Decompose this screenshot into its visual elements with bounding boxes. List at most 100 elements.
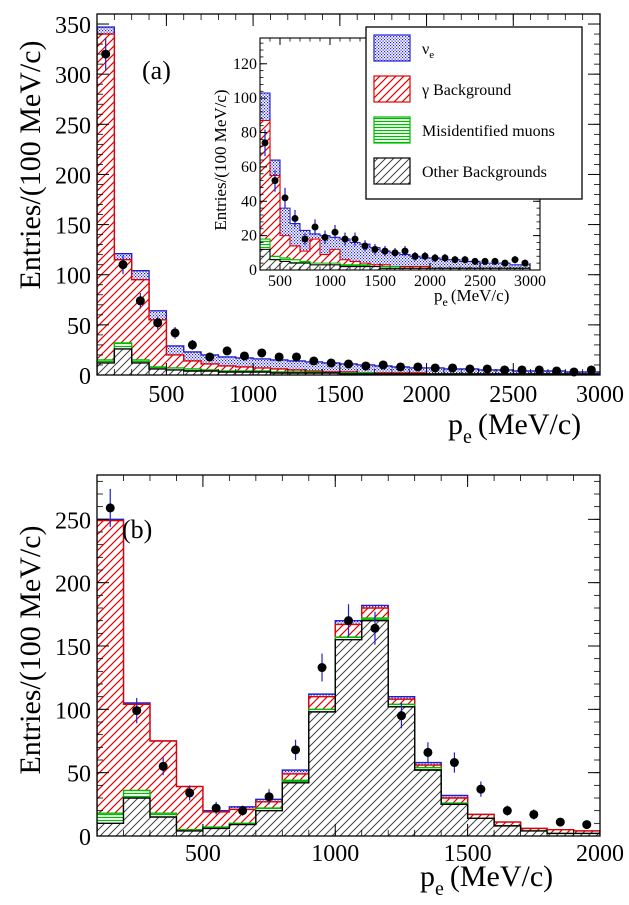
panel-b-data-point xyxy=(423,747,433,757)
inset-bar-nue xyxy=(440,259,450,270)
panel-b-bar-other xyxy=(573,833,600,836)
inset-bar-other xyxy=(260,249,270,270)
panel-b-outline-other xyxy=(97,619,600,836)
legend-swatch-gamma xyxy=(373,75,411,103)
panel-a-data-point xyxy=(500,365,510,375)
panel-b-ytick-label: 50 xyxy=(67,762,91,788)
panel-a-bar-other xyxy=(149,368,167,375)
inset-bar-nue xyxy=(490,263,500,270)
inset-data-point xyxy=(271,177,279,185)
inset-bar-gamma xyxy=(260,120,270,270)
inset-bar-other xyxy=(380,268,390,270)
panel-b-data-point xyxy=(529,809,539,819)
inset-bar-gamma xyxy=(290,245,300,270)
inset-bar-gamma xyxy=(300,251,310,270)
inset-bar-other xyxy=(430,268,440,270)
inset-bar-nue xyxy=(430,257,440,270)
inset-data-point xyxy=(521,259,529,267)
inset-data-point xyxy=(281,194,289,202)
inset-xlabel-unit: (MeV/c) xyxy=(451,286,510,305)
panel-a-ytick-label: 350 xyxy=(55,13,91,39)
panel-b: 500 1000 1500 2000 0 50 100 150 200 250 (b) Entri… xyxy=(14,474,624,900)
panel-a-ytick-label: 200 xyxy=(55,163,91,189)
panel-a-data-point xyxy=(430,363,440,373)
panel-a-bar-other xyxy=(114,348,132,375)
inset-bar-nue xyxy=(320,235,330,270)
inset-bar-nue xyxy=(360,244,370,270)
panel-b-data-point xyxy=(264,792,274,802)
inset-data-point xyxy=(341,235,349,243)
panel-a-data-point xyxy=(170,328,180,338)
panel-b-bar-gamma xyxy=(97,520,124,836)
panel-b-data-point xyxy=(317,663,327,673)
inset-data-point xyxy=(321,233,329,241)
panel-b-bar-other xyxy=(123,798,150,836)
inset-data-point xyxy=(311,223,319,231)
panel-b-data-point xyxy=(185,788,195,798)
panel-b-xlabel: pe (MeV/c) xyxy=(420,860,553,900)
inset-data-point xyxy=(331,228,339,236)
panel-b-xlabel-unit: (MeV/c) xyxy=(450,860,553,893)
inset-bar-gamma xyxy=(310,239,320,270)
inset-data-point xyxy=(441,254,449,262)
panel-b-bar-other xyxy=(520,830,548,836)
panel-a-data-point xyxy=(552,366,562,376)
inset-bar-other xyxy=(490,268,500,270)
panel-b-data-point xyxy=(370,623,380,633)
panel-b-data-point xyxy=(502,806,512,816)
panel-a-bar-other xyxy=(253,371,271,375)
inset-bar-other xyxy=(310,264,320,270)
panel-a-bar-other xyxy=(270,372,288,375)
inset-bar-nue xyxy=(400,254,410,270)
panel-a-data-point xyxy=(222,346,232,356)
inset-bar-other xyxy=(470,268,480,270)
inset-bar-nue xyxy=(300,230,310,270)
panel-a-xlabel-sub: e xyxy=(463,426,472,448)
inset-bar-other xyxy=(340,266,350,270)
inset-bar-other xyxy=(420,268,430,270)
inset-bar-nue xyxy=(380,251,390,270)
panel-b-label: (b) xyxy=(122,515,152,544)
inset-bar-nue xyxy=(460,261,470,270)
inset-xtick-label: 3000 xyxy=(514,273,546,290)
panel-b-data-point xyxy=(105,503,115,513)
panel-b-ylabel: Entries/(100 MeV/c) xyxy=(14,525,47,774)
inset-data-point xyxy=(461,256,469,264)
legend-label-nue: νe xyxy=(422,41,434,61)
panel-a-bar-other xyxy=(131,362,150,375)
panel-a-bar-other xyxy=(287,372,306,375)
inset-ytick-label: 0 xyxy=(249,262,257,279)
panel-b-xlabel-p: p xyxy=(420,860,435,893)
panel-a-bar-nue xyxy=(374,365,392,375)
panel-a-ytick-label: 100 xyxy=(55,264,91,290)
panel-a-data-point xyxy=(153,318,163,328)
panel-a-data-point xyxy=(135,296,145,306)
panel-a-bar-other xyxy=(97,362,115,375)
panel-b-bar-other xyxy=(441,804,468,836)
panel-a-xtick-label: 2000 xyxy=(403,382,451,408)
legend: νe γ Background Misidentified muons Othe… xyxy=(365,26,583,200)
panel-b-data-point xyxy=(555,817,565,827)
panel-a-bar-other xyxy=(305,372,323,375)
inset-data-point xyxy=(421,252,429,260)
panel-b-bar-other xyxy=(308,711,336,836)
inset-data-point xyxy=(371,245,379,253)
inset-xtick-label: 1500 xyxy=(364,273,396,290)
panel-b-bar-other xyxy=(467,818,495,836)
panel-b-data-point xyxy=(476,784,486,794)
inset-bar-other xyxy=(300,263,310,270)
inset-bar-other xyxy=(520,268,530,270)
panel-a-data-point xyxy=(187,340,197,350)
inset-bar-other xyxy=(330,264,340,270)
legend-label-other: Other Backgrounds xyxy=(422,164,547,181)
inset-xlabel: pe (MeV/c) xyxy=(434,286,509,309)
panel-b-bar-other xyxy=(97,823,124,836)
panel-b-bar-other xyxy=(229,824,256,836)
inset-bar-other xyxy=(390,268,400,270)
inset-data-point xyxy=(301,235,309,243)
inset-bar-gamma xyxy=(320,254,330,270)
panel-a-bar-other xyxy=(235,371,254,375)
panel-a-data-point xyxy=(448,363,458,373)
panel-b-ytick-label: 100 xyxy=(55,698,91,724)
panel-a-data-point xyxy=(378,360,388,370)
